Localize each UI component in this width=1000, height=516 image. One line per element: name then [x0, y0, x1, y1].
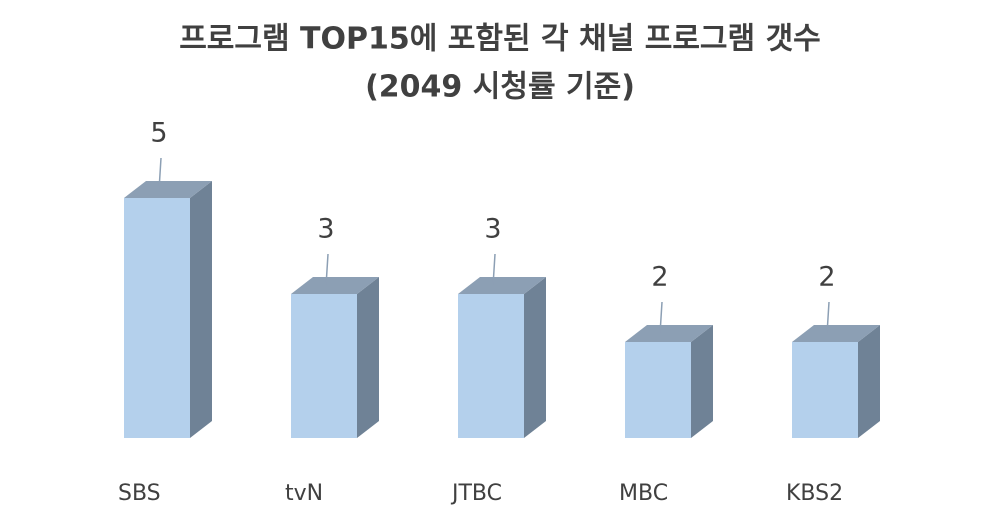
- bar-top: [458, 277, 546, 294]
- bar-top: [124, 181, 212, 198]
- bar: [792, 342, 858, 438]
- bar-side: [190, 181, 212, 438]
- x-tick-label: SBS: [118, 481, 161, 506]
- bar-top: [291, 277, 379, 294]
- x-tick-label: JTBC: [450, 481, 502, 506]
- bar: [458, 294, 524, 438]
- bar-top: [792, 325, 880, 342]
- value-label: 2: [818, 262, 835, 293]
- value-label: 2: [651, 262, 668, 293]
- bar: [625, 342, 691, 438]
- leader-line: [492, 253, 496, 287]
- bar: [291, 294, 357, 438]
- leader-line: [325, 253, 329, 287]
- x-tick-label: tvN: [285, 481, 323, 506]
- x-tick-label: MBC: [619, 481, 668, 506]
- x-tick-label: KBS2: [786, 481, 843, 506]
- leader-line: [659, 301, 663, 335]
- bar: [124, 198, 190, 438]
- bar-top: [625, 325, 713, 342]
- leader-line: [826, 301, 830, 335]
- bar-side: [858, 325, 880, 438]
- value-label: 5: [150, 118, 167, 149]
- bar-side: [357, 277, 379, 438]
- chart-title: 프로그램 TOP15에 포함된 각 채널 프로그램 갯수: [179, 22, 821, 57]
- chart-subtitle: (2049 시청률 기준): [365, 70, 635, 105]
- value-label: 3: [484, 214, 501, 245]
- bar-side: [691, 325, 713, 438]
- bar-side: [524, 277, 546, 438]
- leader-line: [158, 157, 162, 191]
- value-label: 3: [317, 214, 334, 245]
